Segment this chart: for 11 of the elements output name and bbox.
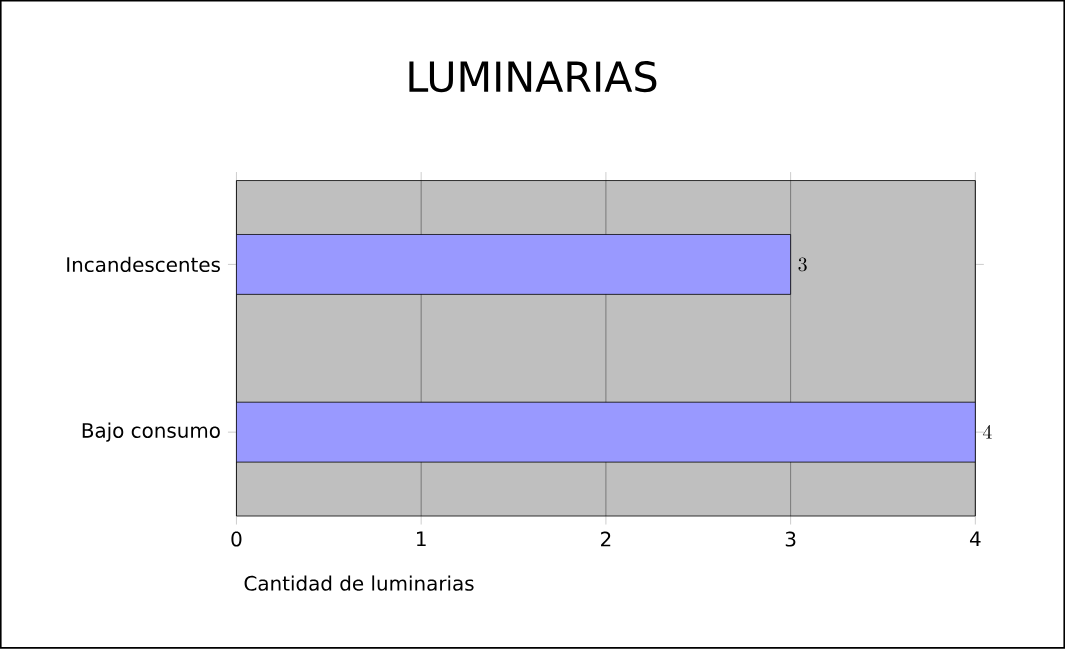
y-tick-label: Bajo consumo bbox=[82, 422, 220, 442]
data-label: 4 bbox=[982, 425, 992, 439]
y-tick-label: Incandescentes bbox=[67, 256, 220, 273]
x-axis-title: Cantidad de luminarias bbox=[244, 575, 474, 592]
x-tick-label: 3 bbox=[785, 531, 796, 547]
x-tick-label: 1 bbox=[417, 531, 426, 547]
data-label: 3 bbox=[798, 257, 807, 272]
x-tick-label: 4 bbox=[969, 531, 981, 547]
chart-title: LUMINARIAS bbox=[409, 61, 657, 93]
x-tick-label: 0 bbox=[231, 531, 242, 547]
x-tick-label: 2 bbox=[601, 531, 611, 547]
